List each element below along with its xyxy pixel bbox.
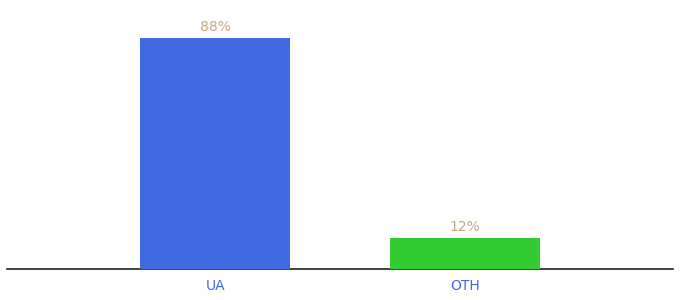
Bar — [390, 238, 540, 269]
Text: 12%: 12% — [449, 220, 480, 234]
Text: 88%: 88% — [200, 20, 231, 34]
Bar — [140, 38, 290, 269]
